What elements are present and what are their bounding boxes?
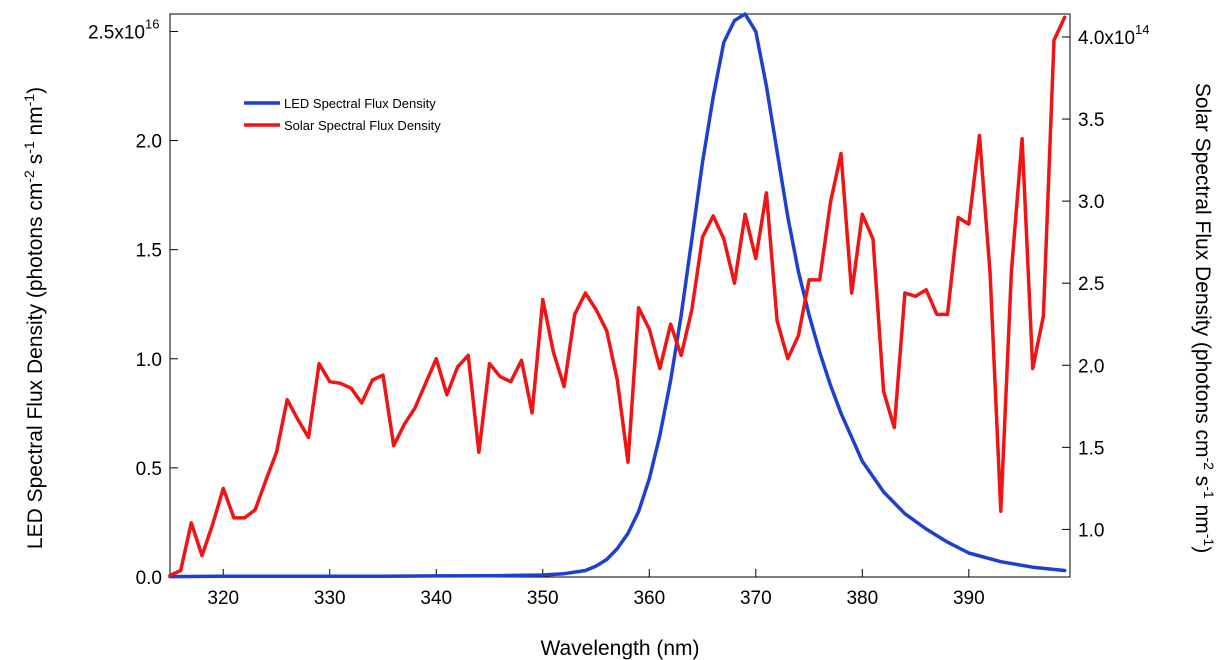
plot-area-frame xyxy=(169,13,1071,578)
left-y-tick-label: 0.5 xyxy=(136,459,162,480)
right-y-tick-label: 1.0 xyxy=(1078,520,1104,541)
axis-label-part: -2 xyxy=(21,170,37,183)
x-tick-label: 330 xyxy=(314,588,346,609)
axis-label-part: ) xyxy=(24,87,47,94)
axis-label-part: -2 xyxy=(1201,457,1217,470)
x-axis-label: Wavelength (nm) xyxy=(540,637,699,660)
legend: LED Spectral Flux Density Solar Spectral … xyxy=(244,96,441,133)
left-y-exponent: 16 xyxy=(145,16,159,31)
series-layer xyxy=(168,12,1067,579)
axis-label-part: Solar Spectral Flux Density (photons cm xyxy=(1191,83,1214,458)
left-y-axis-ticks: 0.0 0.5 1.0 1.5 2.0 2.5x10 16 xyxy=(88,16,178,589)
x-tick-label: 390 xyxy=(953,588,985,609)
right-y-tick-label: 2.0 xyxy=(1078,356,1104,377)
x-tick-label: 360 xyxy=(633,588,665,609)
left-y-tick-label: 1.5 xyxy=(136,241,162,262)
axis-label-part: nm xyxy=(1191,499,1214,534)
axis-label-part: s xyxy=(24,154,47,170)
solar-series-line xyxy=(168,15,1067,578)
axis-label-part: -1 xyxy=(21,141,37,154)
axis-label-part: LED Spectral Flux Density (photons cm xyxy=(24,183,47,549)
x-tick-label: 380 xyxy=(846,588,878,609)
right-y-tick-label: 3.0 xyxy=(1078,192,1104,213)
right-y-tick-label: 4.0x10 xyxy=(1078,28,1135,49)
right-y-tick-label: 3.5 xyxy=(1078,110,1104,131)
legend-label: Solar Spectral Flux Density xyxy=(284,118,441,133)
left-y-tick-label: 1.0 xyxy=(136,350,162,371)
right-y-axis-ticks: 1.0 1.5 2.0 2.5 3.0 3.5 4.0x10 14 xyxy=(1062,22,1150,541)
axis-label-part: nm xyxy=(24,106,47,141)
right-y-tick-label: 2.5 xyxy=(1078,274,1104,295)
axis-label-part: -1 xyxy=(1201,534,1217,547)
left-y-tick-label: 0.0 xyxy=(136,568,162,589)
left-y-axis-label: LED Spectral Flux Density (photons cm-2 … xyxy=(21,87,47,549)
axis-label-part: s xyxy=(1191,470,1214,486)
led-series-line xyxy=(168,12,1067,579)
x-tick-label: 340 xyxy=(420,588,452,609)
right-y-tick-label: 1.5 xyxy=(1078,438,1104,459)
x-tick-label: 320 xyxy=(207,588,239,609)
left-y-tick-label: 2.0 xyxy=(136,132,162,153)
x-tick-label: 370 xyxy=(740,588,772,609)
right-y-axis-label: Solar Spectral Flux Density (photons cm-… xyxy=(1191,83,1217,553)
axis-label-part: -1 xyxy=(21,94,37,107)
x-axis-ticks: 320 330 340 350 360 370 380 390 xyxy=(207,569,985,609)
x-tick-label: 350 xyxy=(527,588,559,609)
right-y-exponent: 14 xyxy=(1135,22,1149,37)
axis-label-part: -1 xyxy=(1201,486,1217,499)
legend-label: LED Spectral Flux Density xyxy=(284,96,436,111)
axis-label-part: ) xyxy=(1191,546,1214,553)
left-y-tick-label: 2.5x10 xyxy=(88,22,145,43)
